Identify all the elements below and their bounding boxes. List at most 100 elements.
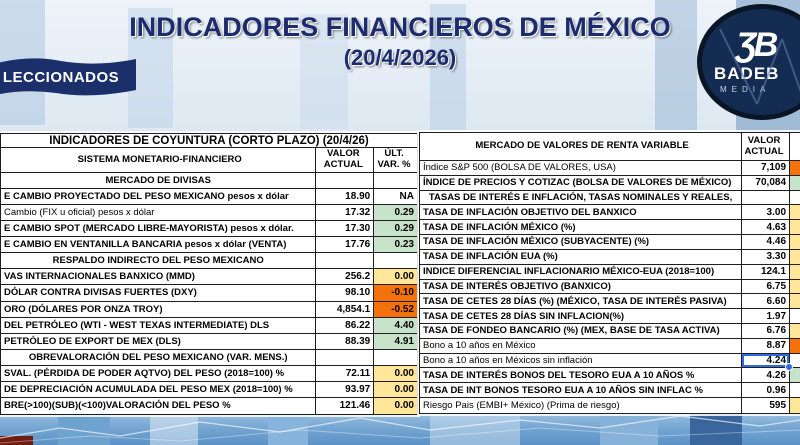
value-cell[interactable]: 0.96 — [742, 383, 791, 397]
column-header-valor-actual[interactable]: VALOR ACTUAL — [316, 148, 375, 172]
indicator-label-cell[interactable]: TASA DE CETES 28 DÍAS SIN INFLACION(%) — [420, 309, 743, 323]
indicator-label-cell[interactable]: VAS INTERNACIONALES BANXICO (MMD) — [1, 269, 317, 285]
variation-cutoff-cell[interactable] — [790, 353, 800, 368]
variation-cutoff-cell[interactable] — [790, 368, 800, 383]
variation-cell[interactable]: 0.29 — [374, 221, 417, 237]
value-cell[interactable]: 6.60 — [742, 294, 791, 309]
variation-cell[interactable] — [374, 349, 417, 365]
variation-cutoff-cell[interactable] — [790, 338, 800, 353]
value-cell[interactable]: 6.75 — [742, 279, 791, 294]
variation-cutoff-cell[interactable] — [790, 323, 800, 338]
value-cell[interactable]: 595 — [742, 398, 791, 413]
section-label-cell[interactable]: OBREVALORACIÓN DEL PESO MEXICANO (VAR. M… — [1, 349, 317, 365]
section-label-cell[interactable]: RESPALDO INDIRECTO DEL PESO MEXICANO — [1, 253, 317, 269]
value-cell[interactable]: 4.46 — [742, 235, 791, 249]
column-header-valor-actual[interactable]: VALOR ACTUAL — [742, 133, 791, 160]
variation-cutoff-cell[interactable] — [790, 383, 800, 397]
indicator-label-cell[interactable]: E CAMBIO EN VENTANILLA BANCARIA pesos x … — [1, 237, 317, 253]
indicator-label-cell[interactable]: PETRÓLEO DE EXPORT DE MEX (DLS) — [1, 333, 317, 349]
left-table-title[interactable]: INDICADORES DE COYUNTURA (CORTO PLAZO) (… — [1, 134, 417, 147]
variation-cutoff-cell[interactable] — [790, 175, 800, 190]
indicator-label-cell[interactable]: TASA DE INT BONOS TESORO EUA A 10 AÑOS S… — [420, 383, 743, 397]
indicator-label-cell[interactable]: SVAL. (PÉRDIDA DE PODER AQTVO) DEL PESO … — [1, 365, 317, 381]
indicator-label-cell[interactable]: ORO (DÓLARES POR ONZA TROY) — [1, 301, 317, 317]
value-cell[interactable]: 124.1 — [742, 264, 791, 279]
variation-cell[interactable]: 4.91 — [374, 333, 417, 349]
column-header-ult-var[interactable]: ÚLT. VAR. % — [374, 148, 417, 172]
indicator-label-cell[interactable]: Riesgo Pais (EMBI+ México) (Prima de rie… — [420, 398, 743, 413]
value-cell[interactable]: 6.76 — [742, 323, 791, 338]
indicator-label-cell[interactable]: TASA DE CETES 28 DÍAS (%) (MÉXICO, TASA … — [420, 294, 743, 309]
variation-cell[interactable]: NA — [374, 189, 417, 205]
variation-cutoff-cell[interactable] — [790, 161, 800, 175]
variation-cutoff-cell[interactable] — [790, 205, 800, 220]
variation-cell[interactable]: 0.23 — [374, 237, 417, 253]
value-cell[interactable]: 88.39 — [316, 333, 375, 349]
variation-cutoff-cell[interactable] — [790, 220, 800, 235]
indicator-label-cell[interactable]: TASA DE INFLACIÓN MÉXICO (%) — [420, 220, 743, 235]
value-cell[interactable]: 1.97 — [742, 309, 791, 323]
variation-cutoff-cell[interactable] — [790, 264, 800, 279]
indicator-label-cell[interactable]: TASA DE INFLACIÓN MÉXICO (SUBYACENTE) (%… — [420, 235, 743, 249]
column-header-var-cutoff[interactable] — [790, 133, 800, 160]
value-cell[interactable]: 4.26 — [742, 368, 791, 383]
value-cell[interactable]: 98.10 — [316, 285, 375, 301]
indicator-label-cell[interactable]: E CAMBIO PROYECTADO DEL PESO MEXICANO pe… — [1, 189, 317, 205]
indicator-label-cell[interactable]: TASA DE INTERÉS BONOS DEL TESORO EUA A 1… — [420, 368, 743, 383]
value-cell[interactable]: 3.30 — [742, 249, 791, 264]
value-cell[interactable]: 72.11 — [316, 365, 375, 381]
value-cell[interactable]: 4.24 — [742, 353, 793, 372]
variation-cutoff-cell[interactable] — [790, 235, 800, 249]
variation-cell[interactable]: 0.00 — [374, 381, 417, 397]
indicator-label-cell[interactable]: BRE(>100)(SUB)(<100)VALORACIÓN DEL PESO … — [1, 397, 317, 414]
variation-cell[interactable]: 0.00 — [374, 365, 417, 381]
column-header-sistema[interactable]: SISTEMA MONETARIO-FINANCIERO — [1, 148, 317, 172]
indicator-label-cell[interactable]: INDICE DIFERENCIAL INFLACIONARIO MÉXICO-… — [420, 264, 743, 279]
variation-cell[interactable]: -0.10 — [374, 285, 417, 301]
value-cell[interactable]: 8.87 — [742, 338, 791, 353]
variation-cell[interactable]: 4.40 — [374, 317, 417, 333]
value-cell[interactable]: 18.90 — [316, 189, 375, 205]
column-header-mercado-valores[interactable]: MERCADO DE VALORES DE RENTA VARIABLE — [420, 133, 743, 160]
section-label-cell[interactable]: MERCADO DE DIVISAS — [1, 173, 317, 189]
value-cell[interactable]: 121.46 — [316, 397, 375, 414]
section-label-cell[interactable]: TASAS DE INTERÉS E INFLACIÓN, TASAS NOMI… — [420, 190, 743, 205]
value-cell[interactable]: 17.76 — [316, 237, 375, 253]
variation-cell[interactable]: 0.29 — [374, 205, 417, 221]
indicator-label-cell[interactable]: DEL PETRÓLEO (WTI - WEST TEXAS INTERMEDI… — [1, 317, 317, 333]
value-cell[interactable]: 17.30 — [316, 221, 375, 237]
indicator-label-cell[interactable]: Bono a 10 años en Méxicos sin inflación — [420, 353, 743, 368]
indicator-label-cell[interactable]: TASA DE INFLACIÓN EUA (%) — [420, 249, 743, 264]
value-cell[interactable]: 256.2 — [316, 269, 375, 285]
variation-cutoff-cell[interactable] — [790, 294, 800, 309]
value-cell[interactable]: 3.00 — [742, 205, 791, 220]
indicator-label-cell[interactable]: E CAMBIO SPOT (MERCADO LIBRE-MAYORISTA) … — [1, 221, 317, 237]
variation-cutoff-cell[interactable] — [790, 309, 800, 323]
variation-cutoff-cell[interactable] — [790, 190, 800, 205]
indicator-label-cell[interactable]: Bono a 10 años en México — [420, 338, 743, 353]
value-cell[interactable]: 93.97 — [316, 381, 375, 397]
variation-cutoff-cell[interactable] — [790, 249, 800, 264]
value-cell[interactable]: 70,084 — [742, 175, 791, 190]
indicator-label-cell[interactable]: TASA DE INTERÉS OBJETIVO (BANXICO) — [420, 279, 743, 294]
indicator-label-cell[interactable]: Cambio (FIX u oficial) pesos x dólar — [1, 205, 317, 221]
variation-cell[interactable]: 0.00 — [374, 397, 417, 414]
value-cell[interactable]: 86.22 — [316, 317, 375, 333]
indicator-label-cell[interactable]: DÓLAR CONTRA DIVISAS FUERTES (DXY) — [1, 285, 317, 301]
value-cell[interactable] — [316, 253, 375, 269]
indicator-label-cell[interactable]: TASA DE INFLACIÓN OBJETIVO DEL BANXICO — [420, 205, 743, 220]
variation-cell[interactable] — [374, 253, 417, 269]
value-cell[interactable] — [316, 349, 375, 365]
value-cell[interactable]: 7,109 — [742, 161, 791, 175]
variation-cell[interactable] — [374, 173, 417, 189]
value-cell[interactable] — [316, 173, 375, 189]
value-cell[interactable]: 17.32 — [316, 205, 375, 221]
indicator-label-cell[interactable]: TASA DE FONDEO BANCARIO (%) (MEX, BASE D… — [420, 323, 743, 338]
variation-cutoff-cell[interactable] — [790, 398, 800, 413]
indicator-label-cell[interactable]: DE DEPRECIACIÓN ACUMULADA DEL PESO MEX (… — [1, 381, 317, 397]
indicator-label-cell[interactable]: ÍNDICE DE PRECIOS Y COTIZAC (BOLSA DE VA… — [420, 175, 743, 190]
indicator-label-cell[interactable]: Índice S&P 500 (BOLSA DE VALORES, USA) — [420, 161, 743, 175]
value-cell[interactable] — [742, 190, 791, 205]
value-cell[interactable]: 4.63 — [742, 220, 791, 235]
variation-cell[interactable]: 0.00 — [374, 269, 417, 285]
